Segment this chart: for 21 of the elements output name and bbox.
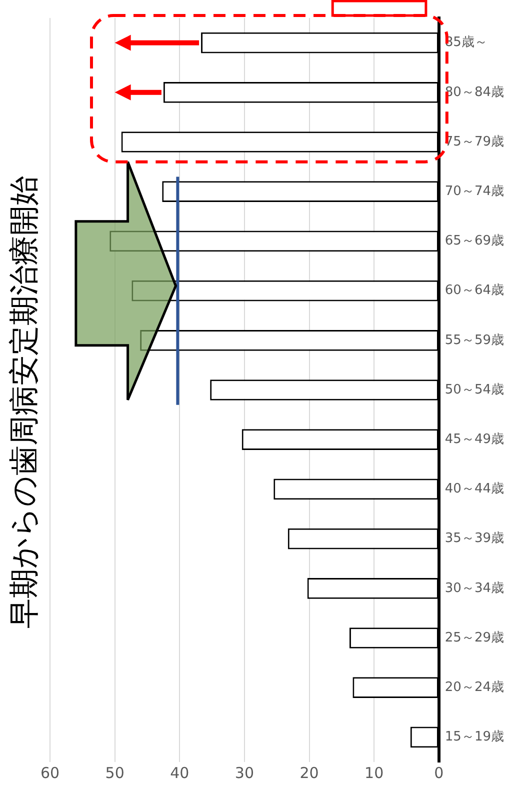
y-tick-label: 35～39歳	[444, 531, 504, 546]
y-tick-label: 75～79歳	[444, 134, 504, 150]
x-tick-label: 30	[234, 764, 254, 782]
x-tick-label: 10	[364, 764, 384, 782]
y-tick-label: 45～49歳	[444, 432, 504, 447]
y-tick-label: 25～29歳	[444, 630, 504, 646]
y-tick-label: 60～64歳	[444, 283, 504, 298]
x-tick-label: 60	[40, 764, 60, 782]
y-tick-label: 20～24歳	[444, 680, 504, 695]
y-tick-label: 50～54歳	[444, 382, 504, 398]
x-tick-label: 20	[300, 764, 319, 782]
x-tick-label: 0	[434, 764, 444, 782]
y-tick-label: 55～59歳	[444, 332, 504, 348]
x-tick-label: 40	[170, 764, 190, 782]
y-tick-label: 65～69歳	[444, 234, 504, 249]
x-tick-label: 50	[105, 764, 124, 782]
y-tick-label: 15～19歳	[444, 730, 504, 745]
y-tick-label: 40～44歳	[444, 482, 504, 497]
text: 早期からの歯周病安定期治療開始	[6, 176, 42, 628]
y-tick-label: 70～74歳	[444, 184, 504, 199]
y-tick-label: 30～34歳	[444, 580, 504, 596]
